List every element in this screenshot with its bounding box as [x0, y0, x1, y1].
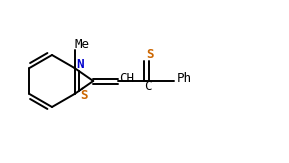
Text: Ph: Ph	[177, 72, 192, 84]
Text: S: S	[81, 89, 88, 102]
Text: Me: Me	[74, 37, 89, 51]
Text: S: S	[147, 49, 154, 61]
Text: C: C	[144, 80, 152, 92]
Text: N: N	[76, 59, 83, 72]
Text: CH: CH	[119, 72, 134, 84]
